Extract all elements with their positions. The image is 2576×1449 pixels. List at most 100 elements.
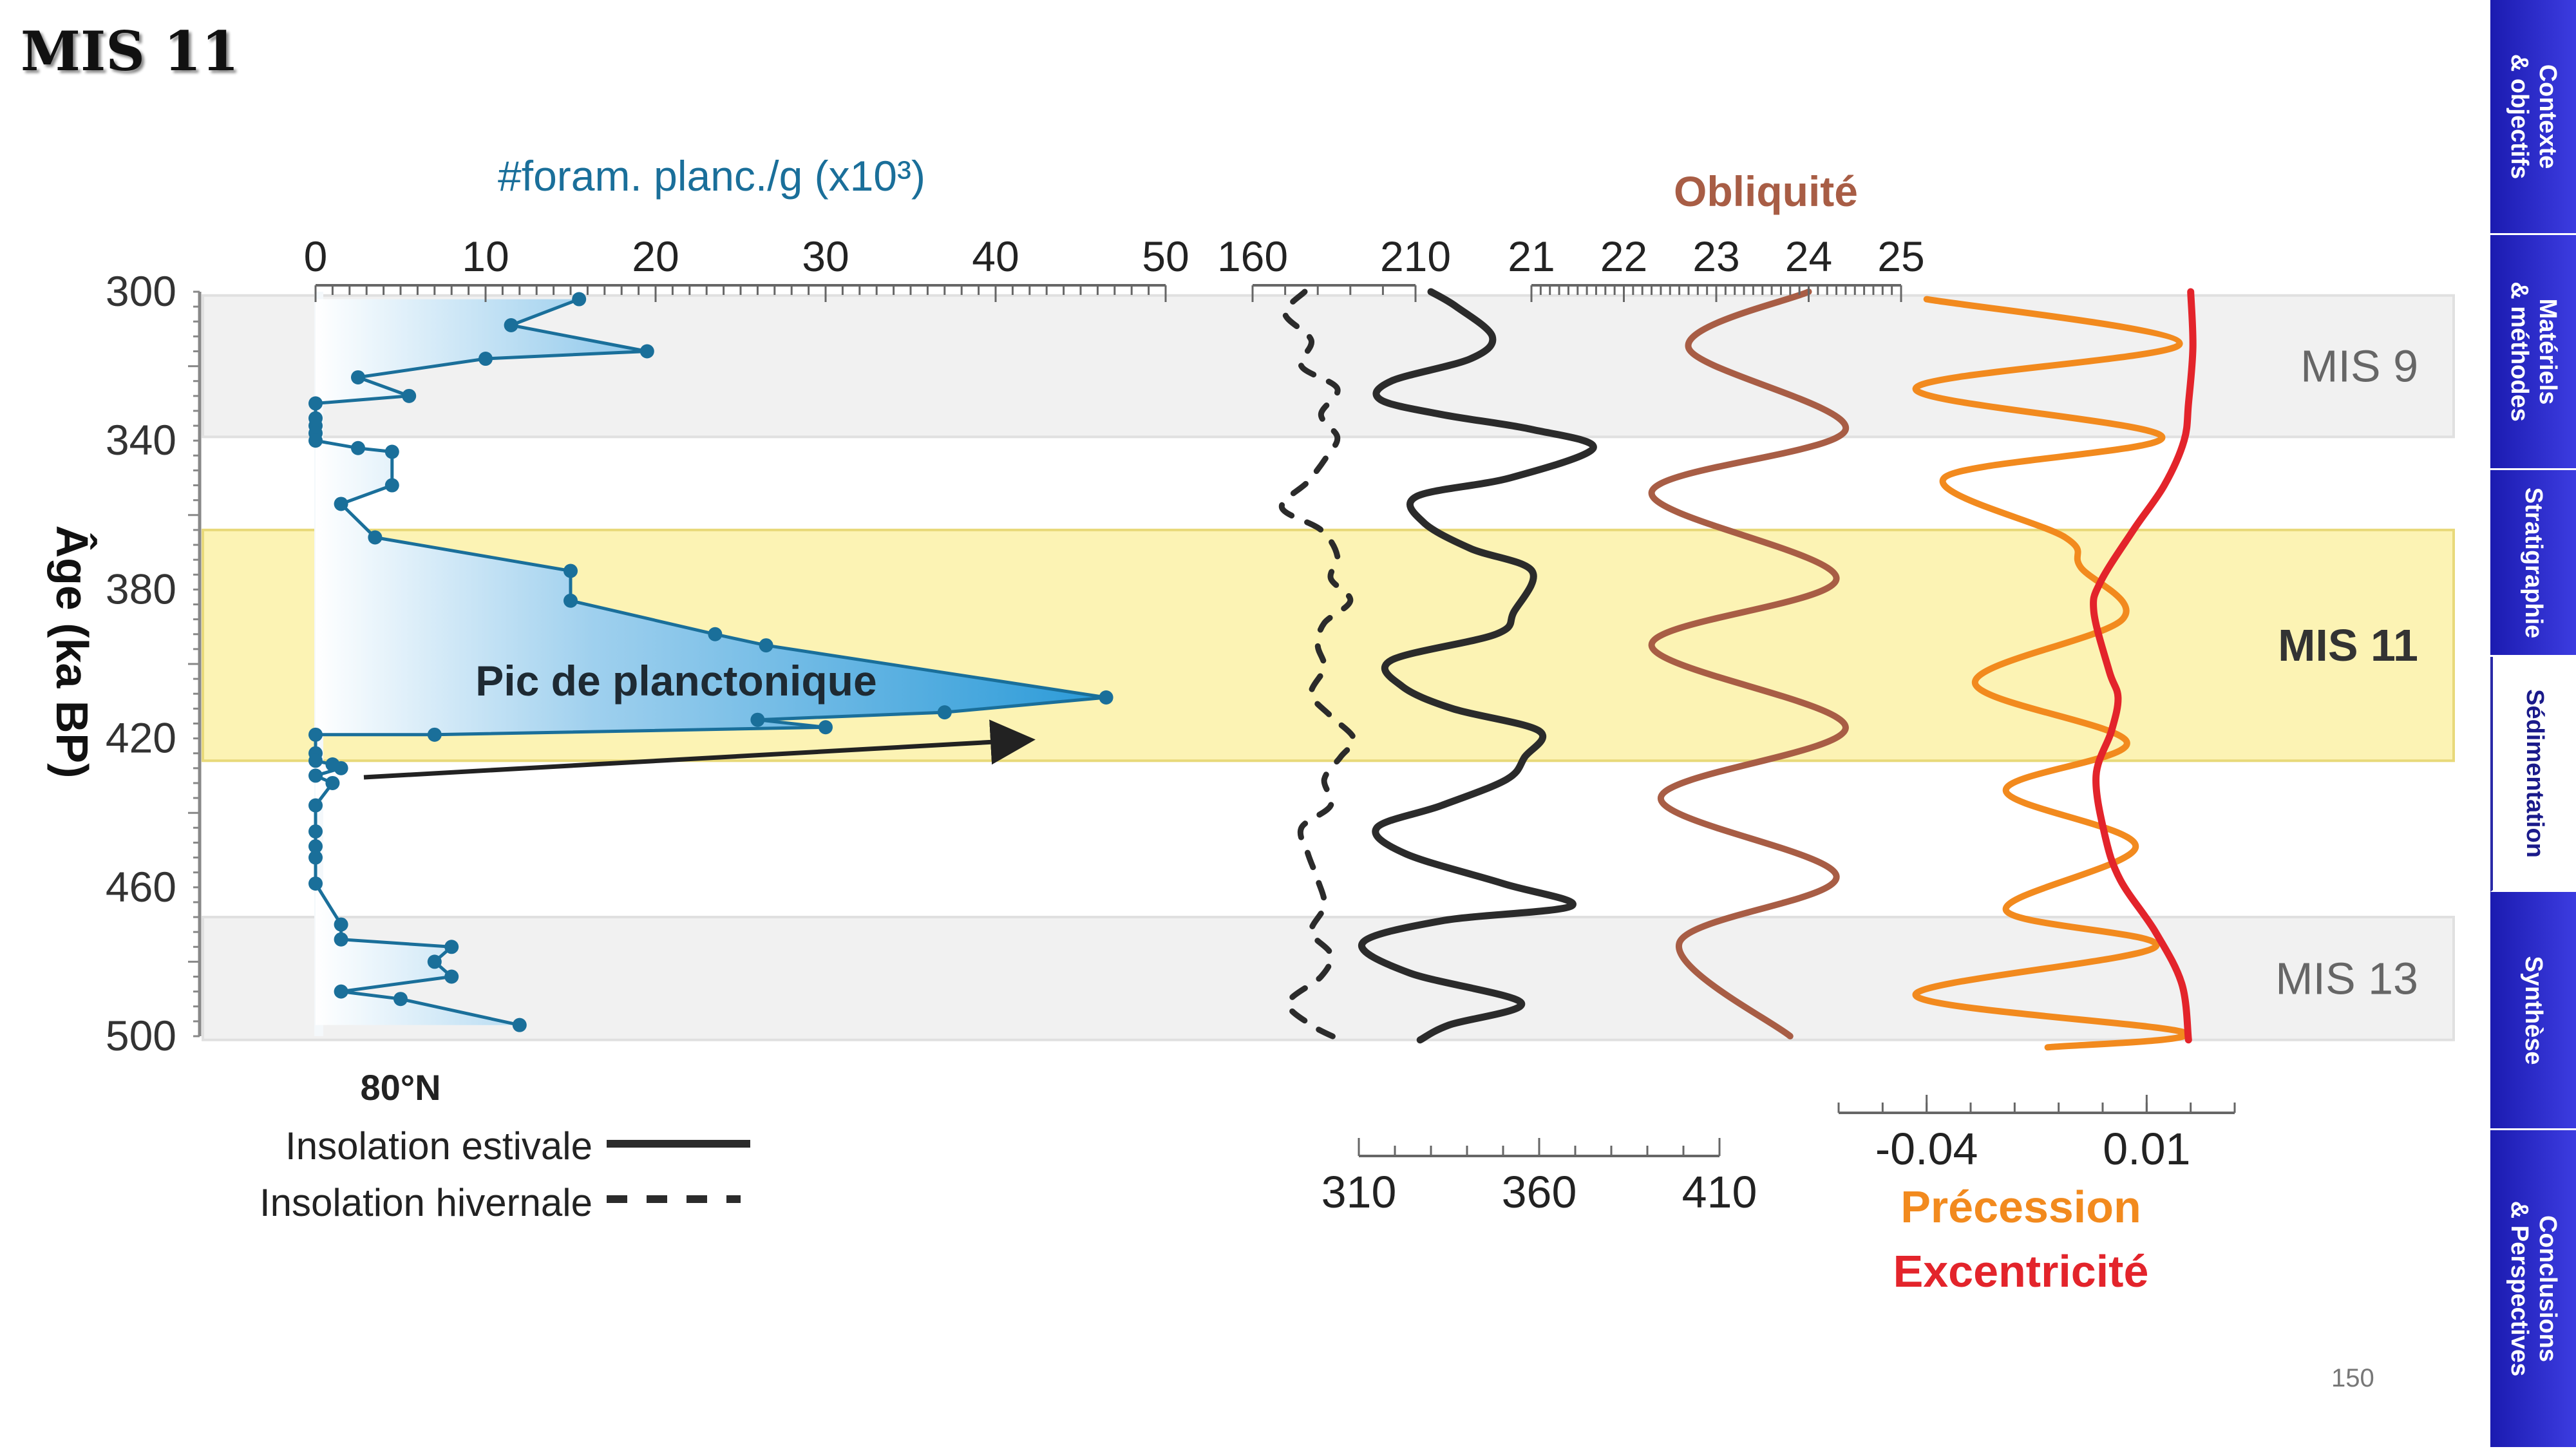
obliquity-axis-label-3: 24 [1785, 232, 1832, 280]
foram-point-14 [334, 497, 348, 511]
nav-tab-materiels[interactable]: Matériels & méthodes [2490, 235, 2576, 470]
band-label-0: MIS 9 [2300, 341, 2418, 392]
foram-point-6 [308, 396, 323, 411]
foram-point-18 [708, 627, 723, 641]
foram-point-24 [427, 727, 442, 742]
mis11-multiproxy-chart: 300 340 380 420 460 500 0 10 20 30 40 50 160 210 310… [47, 152, 2455, 1296]
foram-axis-label-1: 10 [462, 232, 509, 280]
legend-winter-label: Insolation hivernale [260, 1181, 592, 1224]
nav-tab-synthese[interactable]: Synthèse [2490, 892, 2576, 1130]
legend: 80°N Insolation estivale Insolation hive… [260, 1067, 750, 1224]
foram-point-42 [334, 984, 348, 999]
age-axis-label: Âge (ka BP) [47, 526, 98, 779]
band-label-2: MIS 13 [2275, 953, 2418, 1003]
foram-point-35 [308, 850, 323, 865]
page-number: 150 [2331, 1364, 2374, 1392]
band-label-1: MIS 11 [2278, 620, 2418, 670]
obliquity-axis-label-1: 22 [1600, 232, 1647, 280]
foram-point-29 [334, 761, 348, 775]
band-0 [202, 294, 2455, 439]
age-tick-label-3: 420 [106, 714, 176, 762]
foram-point-34 [308, 839, 323, 854]
foram-axis-label-0: 0 [304, 232, 328, 280]
age-tick-label-0: 300 [106, 267, 176, 315]
section-nav: Contexte & objectifs Matériels & méthode… [2490, 0, 2576, 1449]
foram-point-23 [819, 720, 833, 735]
nav-tab-label: Matériels & méthodes [2505, 281, 2561, 422]
obliquity-axis-label-0: 21 [1508, 232, 1555, 280]
foram-point-1 [504, 318, 518, 333]
foram-point-12 [384, 444, 399, 459]
foram-point-31 [325, 775, 340, 790]
nav-tab-label: Synthèse [2519, 956, 2547, 1065]
nav-tab-label: Stratigraphie [2519, 487, 2547, 638]
foram-peak-annotation: Pic de planctonique [475, 657, 876, 705]
winter-insolation-line [1278, 289, 1357, 1043]
foram-point-33 [308, 824, 323, 839]
foram-point-0 [572, 292, 587, 307]
foram-point-32 [308, 798, 323, 813]
legend-location: 80°N [360, 1067, 440, 1108]
nav-tab-label: Contexte & objectifs [2505, 53, 2561, 180]
winter-axis-label-1: 210 [1380, 232, 1451, 280]
foram-point-38 [334, 932, 348, 947]
foram-point-40 [427, 954, 442, 969]
annotation-arrow [363, 719, 1036, 780]
precession-title: Précession [1900, 1182, 2141, 1232]
precession-axis-label-1: 0.01 [2103, 1124, 2190, 1174]
age-tick-label-2: 380 [106, 565, 176, 612]
foram-point-39 [444, 940, 459, 954]
summer-axis-label-2: 410 [1682, 1167, 1757, 1217]
foram-axis-title: #foram. planc./g (x10³) [498, 152, 925, 200]
foram-point-22 [750, 712, 765, 727]
foram-point-15 [368, 530, 383, 545]
foram-area [316, 299, 1106, 1025]
foram-point-3 [478, 352, 493, 366]
foram-axis-label-3: 30 [802, 232, 849, 280]
foram-point-11 [351, 440, 365, 455]
nav-tab-label: Conclusions & Perspectives [2505, 1200, 2561, 1377]
foram-point-20 [1099, 690, 1113, 705]
nav-tab-conclusions[interactable]: Conclusions & Perspectives [2490, 1130, 2576, 1449]
foram-point-37 [334, 917, 348, 932]
summer-axis-label-0: 310 [1321, 1167, 1397, 1217]
foram-point-4 [351, 370, 365, 384]
foram-axis-label-2: 20 [632, 232, 679, 280]
foram-axis-label-5: 50 [1142, 232, 1189, 280]
foram-point-19 [759, 638, 773, 653]
foram-point-13 [384, 478, 399, 493]
foram-point-30 [308, 768, 323, 783]
foram-point-2 [639, 344, 654, 359]
precession-axis-label-0: -0.04 [1875, 1124, 1978, 1174]
foram-point-10 [308, 433, 323, 448]
age-tick-label-5: 500 [106, 1012, 176, 1059]
nav-tab-label: Sédimentation [2521, 689, 2548, 858]
foram-point-17 [564, 593, 578, 608]
obliquity-axis-label-4: 25 [1877, 232, 1924, 280]
foram-point-5 [402, 388, 417, 403]
nav-tab-stratigraphie[interactable]: Stratigraphie [2490, 470, 2576, 657]
age-tick-label-1: 340 [106, 416, 176, 464]
eccentricity-line [2090, 288, 2197, 1044]
foram-point-41 [444, 969, 459, 984]
summer-axis-label-1: 360 [1502, 1167, 1577, 1217]
nav-tab-sedimentation[interactable]: Sédimentation [2490, 657, 2576, 892]
foram-point-36 [308, 876, 323, 891]
foram-point-44 [512, 1018, 527, 1032]
foram-point-25 [308, 727, 323, 742]
legend-summer-label: Insolation estivale [285, 1124, 592, 1168]
foram-point-43 [393, 992, 408, 1007]
foram-point-16 [564, 564, 578, 578]
obliquity-axis-label-2: 23 [1692, 232, 1739, 280]
obliquity-line [1648, 289, 1849, 1039]
obliquity-title: Obliquité [1674, 167, 1858, 215]
eccentricity-title: Excentricité [1893, 1246, 2149, 1296]
foram-point-21 [937, 705, 952, 720]
nav-tab-contexte[interactable]: Contexte & objectifs [2490, 0, 2576, 235]
slide-title: MIS 11 [21, 19, 240, 83]
summer-insolation-line [1358, 288, 1597, 1044]
foram-point-27 [308, 753, 323, 768]
age-tick-label-4: 460 [106, 863, 176, 911]
precession-line [1912, 296, 2190, 1051]
winter-axis-label-0: 160 [1217, 232, 1288, 280]
